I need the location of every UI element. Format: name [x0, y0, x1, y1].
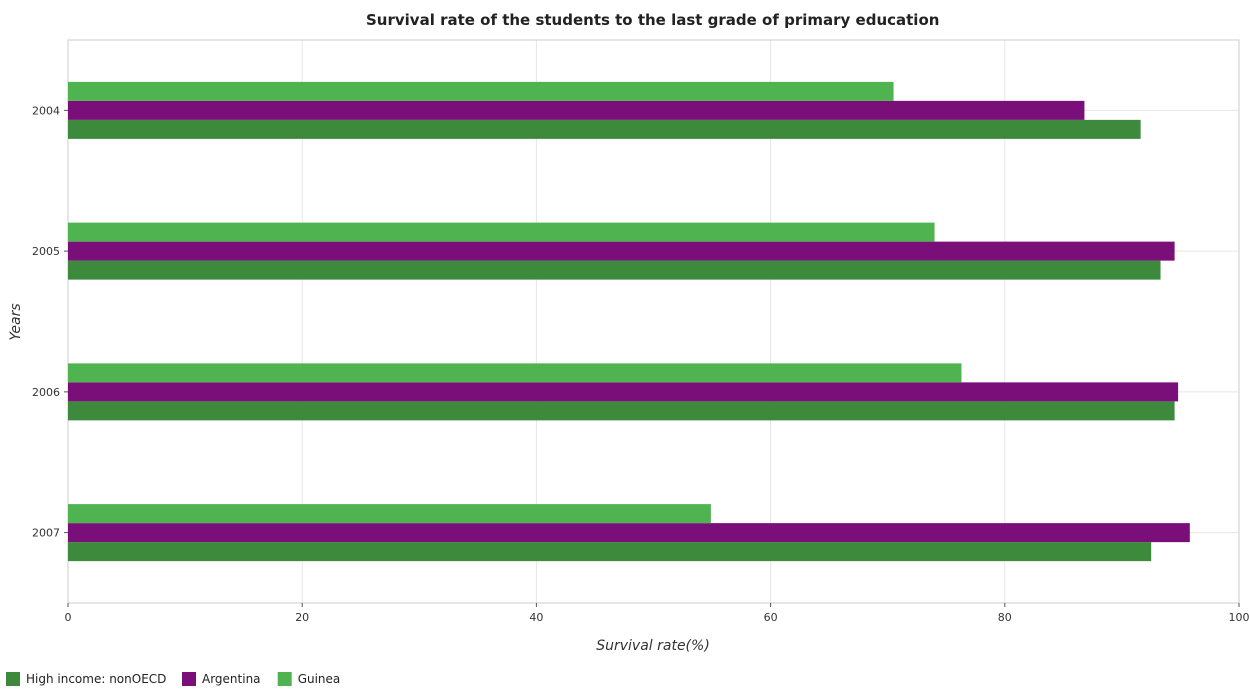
legend-swatch: [6, 672, 20, 686]
x-tick-labels: 0 20 40 60 80 100: [65, 603, 1249, 624]
x-tick-label: 40: [529, 611, 543, 624]
bar-high-income-nonoecd-2004: [68, 119, 1141, 139]
bar-guinea-2007: [68, 504, 711, 524]
x-axis-label: Survival rate(%): [596, 638, 710, 654]
y-tick-label: 2007: [32, 527, 60, 540]
x-tick-label: 100: [1229, 611, 1249, 624]
x-tick-label: 80: [998, 611, 1012, 624]
bar-guinea-2004: [68, 81, 894, 101]
plot-area-frame: [67, 39, 1240, 604]
x-tick-label: 60: [764, 611, 778, 624]
bar-argentina-2005: [68, 241, 1175, 261]
chart-title: Survival rate of the students to the las…: [366, 11, 939, 29]
bar-argentina-2007: [68, 523, 1190, 543]
legend-swatch: [182, 672, 196, 686]
legend-label: Argentina: [202, 672, 261, 686]
legend-label: Guinea: [298, 672, 341, 686]
bar-guinea-2005: [68, 222, 935, 242]
bar-guinea-2006: [68, 363, 962, 383]
bar-argentina-2004: [68, 100, 1085, 120]
bar-high-income-nonoecd-2005: [68, 260, 1161, 280]
x-tick-label: 20: [295, 611, 309, 624]
legend-label: High income: nonOECD: [26, 672, 166, 686]
x-tick-label: 0: [65, 611, 72, 624]
y-tick-label: 2006: [32, 386, 60, 399]
y-axis-label: Years: [8, 303, 24, 340]
legend: High income: nonOECD Argentina Guinea: [6, 672, 340, 686]
y-tick-labels: 2004 2005 2006 2007: [32, 104, 68, 540]
bars-group: [68, 81, 1190, 562]
y-tick-label: 2004: [32, 104, 60, 117]
legend-swatch: [277, 672, 292, 686]
bar-argentina-2006: [68, 382, 1179, 402]
y-tick-label: 2005: [32, 245, 60, 258]
bar-high-income-nonoecd-2007: [68, 542, 1152, 562]
bar-high-income-nonoecd-2006: [68, 401, 1175, 421]
